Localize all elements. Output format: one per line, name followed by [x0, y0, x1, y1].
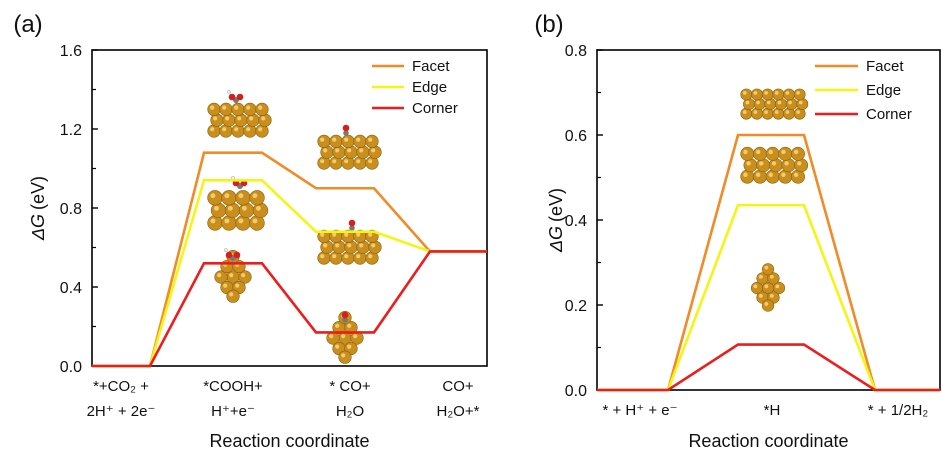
panel-b: 0.0 0.2 0.4 0.6 0.8 Facet Edge Corner * + H⁺ + e…: [534, 11, 941, 451]
y-axis-symbol: ΔG: [28, 214, 48, 241]
y-axis-label: ΔG (eV): [546, 188, 566, 253]
legend-label: Facet: [412, 58, 450, 75]
facet-co-structure: [317, 124, 382, 170]
series-line-corner: [92, 250, 487, 368]
x-category-label: 2H⁺ + 2e⁻: [87, 403, 156, 420]
structure-images: [740, 88, 809, 312]
legend-label: Corner: [412, 100, 458, 117]
corner-cooh-structure: [214, 247, 252, 303]
y-tick-label: 0.8: [565, 43, 587, 60]
facet-h-structure: [740, 88, 809, 120]
corner-h-structure: [750, 263, 786, 312]
legend-label: Facet: [866, 58, 904, 75]
panel-label: (b): [534, 11, 563, 38]
x-category-label: *+CO₂ +: [93, 378, 149, 395]
legend-label: Corner: [866, 106, 912, 123]
x-category-label: * + 1/2H₂: [868, 402, 929, 419]
x-category-label: *H: [764, 402, 781, 419]
y-tick-label: 0.0: [60, 359, 82, 376]
legend-label: Edge: [866, 82, 901, 99]
y-axis-symbol: ΔG: [546, 226, 566, 253]
edge-h-structure: [740, 146, 809, 184]
panel-a: 0.0 0.4 0.8 1.2 1.6 Facet Edge Corner *+CO₂ + 2H⁺…: [13, 11, 488, 451]
y-tick-label: 0.4: [60, 280, 82, 297]
x-category-label: H⁺+e⁻: [211, 403, 255, 420]
y-axis-unit: (eV): [546, 188, 566, 222]
legend-label: Edge: [412, 79, 447, 96]
edge-co-structure: [317, 219, 382, 265]
legend: Facet Edge Corner: [372, 58, 458, 117]
x-category-labels: *+CO₂ + 2H⁺ + 2e⁻ *COOH+ H⁺+e⁻ * CO+ H₂O CO+ H₂…: [87, 378, 480, 420]
panel-label: (a): [13, 11, 42, 38]
y-tick-label: 0.2: [565, 298, 587, 315]
y-tick-label: 1.6: [60, 43, 82, 60]
x-category-label: * + H⁺ + e⁻: [602, 402, 677, 419]
y-tick-label: 0.8: [60, 201, 82, 218]
x-axis-label: Reaction coordinate: [209, 431, 369, 451]
y-ticks: 0.0 0.4 0.8 1.2 1.6: [60, 43, 98, 376]
series-lines: [92, 151, 487, 368]
x-category-label: * CO+: [329, 378, 371, 395]
x-category-labels: * + H⁺ + e⁻ *H * + 1/2H₂: [602, 402, 928, 419]
x-category-label: H₂O+*: [437, 403, 480, 420]
y-axis-label: ΔG (eV): [28, 176, 48, 241]
y-tick-label: 0.6: [565, 128, 587, 145]
x-category-label: *COOH+: [203, 378, 263, 395]
y-tick-label: 0.0: [565, 383, 587, 400]
structure-images: [207, 89, 382, 364]
corner-co-structure: [326, 311, 364, 364]
legend: Facet Edge Corner: [815, 58, 912, 123]
series-line-corner: [597, 343, 940, 392]
x-axis-label: Reaction coordinate: [688, 431, 848, 451]
x-category-label: H₂O: [336, 403, 364, 420]
series-line-facet: [92, 151, 487, 368]
y-tick-label: 1.2: [60, 122, 82, 139]
series-line-edge: [92, 179, 487, 368]
y-tick-label: 0.4: [565, 213, 587, 230]
series-lines: [597, 133, 940, 392]
edge-cooh-structure: [207, 175, 269, 231]
facet-cooh-structure: [207, 89, 272, 138]
x-category-label: CO+: [442, 378, 474, 395]
y-axis-unit: (eV): [28, 176, 48, 210]
